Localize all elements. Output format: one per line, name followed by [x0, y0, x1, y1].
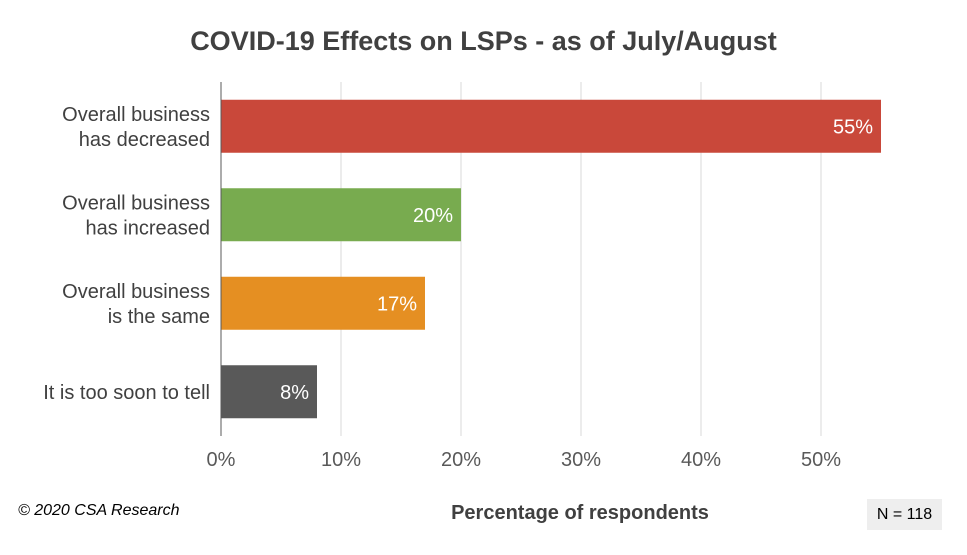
bar-value-label: 17%: [377, 293, 417, 315]
bar: [221, 276, 425, 330]
sample-size-badge: N = 118: [867, 499, 942, 530]
category-label-line: has increased: [85, 217, 210, 239]
bar-chart: 55% 20% 17% 8% Overall business has decrease…: [43, 82, 881, 471]
bars: 55% 20% 17% 8%: [221, 99, 881, 419]
bar: [221, 99, 881, 153]
bar-value-label: 55%: [833, 116, 873, 138]
category-label: Overall business has increased: [62, 192, 210, 239]
category-label-line: has decreased: [79, 129, 210, 151]
x-axis-label: Percentage of respondents: [451, 502, 709, 524]
category-label: Overall business is the same: [62, 281, 210, 328]
x-tick-label: 10%: [321, 449, 361, 471]
category-label: It is too soon to tell: [43, 382, 210, 404]
bar-value-label: 8%: [280, 382, 309, 404]
category-label-line: Overall business: [62, 192, 210, 214]
x-tick-label: 20%: [441, 449, 481, 471]
chart-title: COVID-19 Effects on LSPs - as of July/Au…: [190, 26, 777, 56]
category-label-line: It is too soon to tell: [43, 382, 210, 404]
bar-value-label: 20%: [413, 205, 453, 227]
x-tick-label: 30%: [561, 449, 601, 471]
category-label-line: Overall business: [62, 281, 210, 303]
bar: [221, 365, 317, 419]
x-tick-label: 50%: [801, 449, 841, 471]
bar: [221, 188, 461, 242]
x-tick-label: 0%: [207, 449, 236, 471]
copyright-notice: © 2020 CSA Research: [18, 502, 180, 519]
category-label: Overall business has decreased: [62, 104, 210, 151]
tick-labels: 0% 10% 20% 30% 40% 50%: [207, 449, 842, 471]
x-tick-label: 40%: [681, 449, 721, 471]
category-label-line: is the same: [108, 306, 210, 328]
category-label-line: Overall business: [62, 104, 210, 126]
